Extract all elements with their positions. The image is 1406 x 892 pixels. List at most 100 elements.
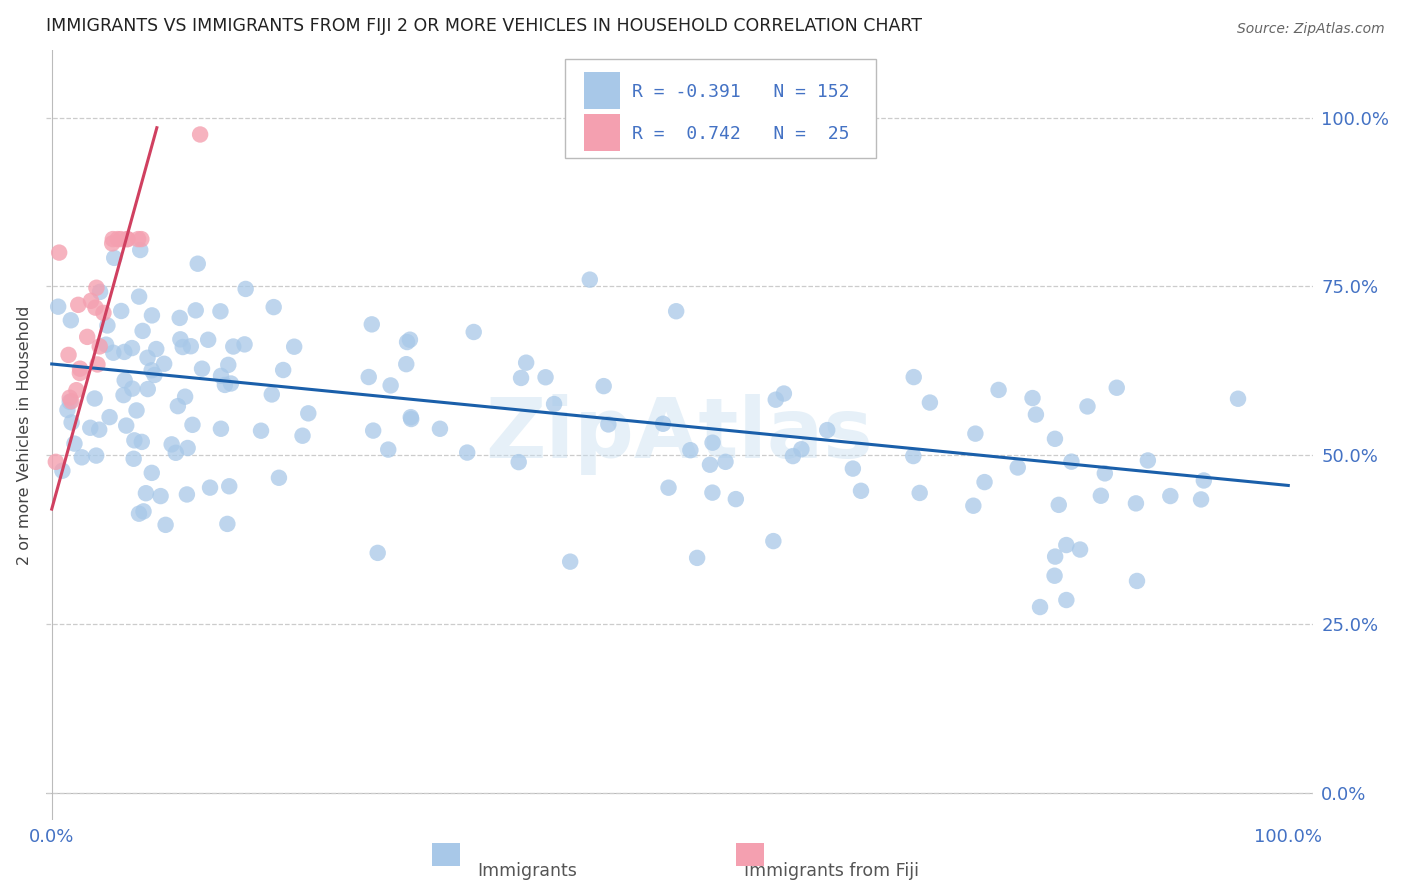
Point [160,437,183,451]
Point [59,313,82,327]
Point [222,339,245,353]
Point [380,378,402,392]
Point [103,345,125,359]
Point [167,399,190,413]
Point [429,422,451,436]
Point [187,257,209,271]
Point [218,479,240,493]
Point [69,366,91,380]
Point [188,128,211,142]
Point [714,455,737,469]
Point [141,466,163,480]
Point [209,304,232,318]
Y-axis label: 2 or more Vehicles in Household: 2 or more Vehicles in Household [17,305,32,565]
Point [702,485,724,500]
Point [58,348,80,362]
Point [103,251,125,265]
Point [962,499,984,513]
Point [128,290,150,304]
Text: Immigrants: Immigrants [477,862,576,880]
Point [367,546,389,560]
Point [101,232,124,246]
Point [973,475,995,489]
Point [60,416,83,430]
Point [110,304,132,318]
Point [117,232,139,246]
Point [515,356,537,370]
Point [297,406,319,420]
Point [76,330,98,344]
Point [271,363,294,377]
Point [1094,467,1116,481]
Point [260,387,283,401]
Point [1069,542,1091,557]
Point [169,310,191,325]
Point [121,341,143,355]
Point [136,351,159,365]
Point [918,395,941,409]
Point [125,403,148,417]
Point [357,370,380,384]
Point [131,434,153,449]
Point [149,489,172,503]
Point [80,293,103,308]
Point [1047,498,1070,512]
Point [86,358,108,372]
Point [209,368,232,383]
Point [107,232,129,246]
Point [965,426,987,441]
Text: Source: ZipAtlas.com: Source: ZipAtlas.com [1237,22,1385,37]
Point [59,395,82,409]
Point [63,436,86,450]
Point [1029,600,1052,615]
Point [657,481,679,495]
Point [115,418,138,433]
Point [908,486,931,500]
Point [1054,538,1077,552]
Point [69,361,91,376]
Point [652,417,675,431]
Point [399,410,422,425]
Point [128,507,150,521]
Point [84,301,107,315]
Point [214,378,236,392]
Point [560,555,582,569]
Point [1043,549,1066,564]
Point [987,383,1010,397]
Point [48,245,70,260]
Point [89,339,111,353]
Point [233,337,256,351]
Point [127,232,149,246]
Point [782,449,804,463]
Text: ZipAtlas: ZipAtlas [485,394,873,475]
Point [849,483,872,498]
Point [51,464,73,478]
FancyBboxPatch shape [585,72,620,109]
Point [217,358,239,372]
Point [96,318,118,333]
Point [141,309,163,323]
Point [191,361,214,376]
Point [399,333,422,347]
Point [67,298,90,312]
Point [217,516,239,531]
Point [132,504,155,518]
Point [184,303,207,318]
Point [145,342,167,356]
Point [267,471,290,485]
Point [131,324,153,338]
Point [79,421,101,435]
Point [263,300,285,314]
Point [143,368,166,382]
Point [197,333,219,347]
Point [1060,455,1083,469]
Point [131,232,153,246]
Point [60,394,83,409]
Point [578,272,600,286]
Point [679,443,702,458]
Point [598,417,620,432]
Point [174,390,197,404]
Point [235,282,257,296]
FancyBboxPatch shape [432,843,460,866]
Point [59,391,82,405]
